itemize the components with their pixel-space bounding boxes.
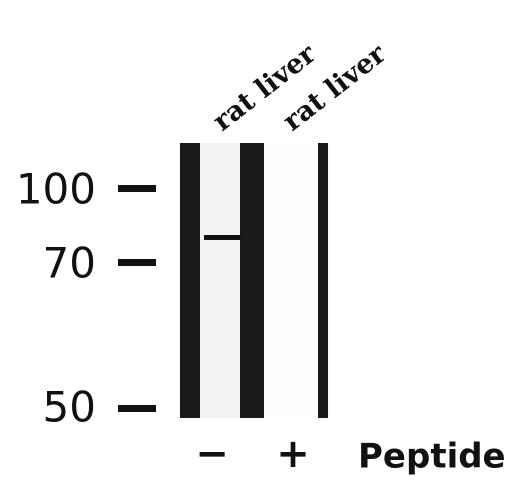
marker-label: 50 [43,383,96,432]
marker-label: 100 [16,165,96,214]
peptide-sign: − [195,431,229,477]
lane [264,143,318,418]
lane [200,143,240,418]
lane-border [180,143,200,418]
peptide-label: Peptide [358,437,506,477]
band [204,235,241,240]
marker-tick [118,185,156,192]
western-blot: 100 70 50 rat liver rat liver − + Peptid… [0,0,522,486]
lane-border [318,143,328,418]
lane-border [240,143,264,418]
marker-label: 70 [43,239,96,288]
marker-tick [118,405,156,412]
peptide-sign: + [276,431,310,477]
marker-tick [118,259,156,266]
